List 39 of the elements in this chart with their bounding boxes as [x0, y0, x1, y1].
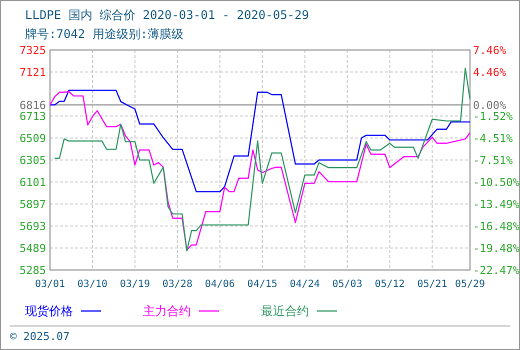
y2-tick-label: 0.00%: [473, 98, 506, 112]
x-tick-label: 04/15: [247, 279, 278, 290]
x-tick-label: 04/24: [290, 279, 320, 290]
y-tick-label: 5489: [20, 242, 46, 255]
y-tick-label: 7325: [20, 44, 46, 57]
y2-tick-label: -16.48%: [473, 220, 520, 233]
y2-tick-label: -22.47%: [473, 264, 520, 277]
y-tick-label: 6305: [20, 154, 46, 167]
y-tick-label: 5693: [20, 220, 46, 233]
y-tick-label: 7121: [20, 66, 46, 79]
x-tick-label: 04/06: [204, 279, 235, 290]
x-tick-label: 05/21: [417, 279, 448, 290]
y2-tick-label: -7.51%: [473, 154, 514, 168]
legend-label: 主力合约: [143, 304, 191, 318]
y2-tick-label: -4.51%: [473, 132, 514, 145]
x-tick-label: 03/28: [162, 279, 192, 290]
legend-label: 现货价格: [25, 304, 73, 318]
y2-tick-label: 4.46%: [473, 66, 506, 80]
y-tick-label: 6713: [20, 110, 46, 123]
x-tick-label: 03/10: [77, 279, 108, 290]
x-tick-label: 05/12: [374, 279, 405, 290]
y2-tick-label: 7.46%: [473, 44, 506, 57]
x-tick-label: 05/29: [454, 279, 486, 290]
y-tick-label: 6509: [20, 132, 46, 145]
y2-tick-label: -10.50%: [473, 176, 520, 190]
legend-label: 最近合约: [261, 304, 309, 318]
text: © 2025.07: [10, 330, 70, 343]
x-tick-label: 03/19: [120, 279, 150, 290]
y-tick-label: 6101: [20, 176, 46, 189]
y2-tick-label: -1.52%: [473, 110, 514, 124]
y2-tick-label: -19.48%: [473, 242, 520, 256]
chart-subtitle: 牌号:7042 用途级别:薄膜级: [25, 27, 184, 41]
y-tick-label: 5897: [20, 198, 46, 211]
x-tick-label: 03/01: [34, 279, 66, 290]
x-tick-label: 05/03: [332, 279, 362, 290]
y-tick-label: 6816: [20, 98, 46, 112]
y-tick-label: 5285: [20, 264, 46, 277]
chart-title: LLDPE 国内 综合价 2020-03-01 - 2020-05-29: [25, 8, 309, 22]
y2-tick-label: -13.49%: [473, 198, 520, 211]
